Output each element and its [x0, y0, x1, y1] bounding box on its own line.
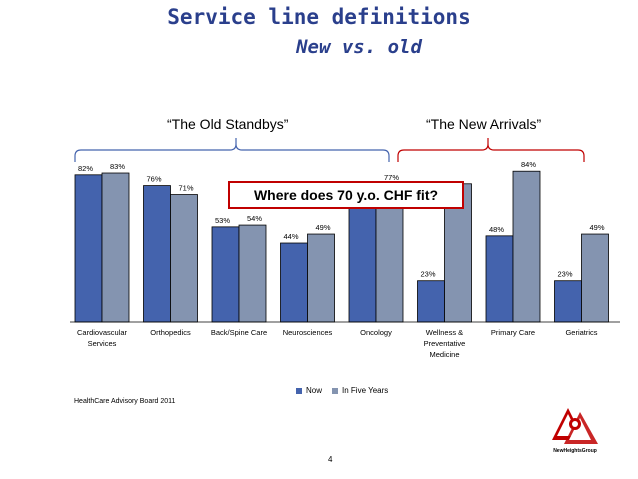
category-label-5-1: Preventative: [424, 339, 466, 348]
data-label-future-1: 71%: [178, 184, 193, 193]
data-label-future-0: 83%: [110, 162, 125, 171]
category-label-1-0: Orthopedics: [150, 328, 191, 337]
data-label-future-2: 54%: [247, 214, 262, 223]
chart-legend: Now In Five Years: [296, 386, 388, 395]
bar-future-1: [170, 194, 198, 323]
legend-swatch-now: [296, 387, 302, 394]
bar-now-2: [211, 226, 240, 323]
category-label-3-0: Neurosciences: [283, 328, 333, 337]
company-logo: NewHeightsGroup: [552, 408, 598, 454]
category-label-0-1: Services: [88, 339, 117, 348]
bar-now-1: [143, 185, 171, 323]
data-label-now-3: 44%: [283, 232, 298, 241]
data-label-future-7: 49%: [589, 223, 604, 232]
bar-future-3: [307, 233, 335, 323]
data-label-future-4: 77%: [384, 173, 399, 182]
category-label-5-0: Wellness &: [426, 328, 463, 337]
bar-now-7: [554, 280, 582, 323]
bar-future-2: [238, 224, 267, 323]
bar-now-5: [417, 280, 445, 323]
bar-now-0: [74, 174, 103, 323]
brace-group: [74, 138, 585, 162]
legend-label-now: Now: [306, 386, 323, 395]
data-label-now-6: 48%: [489, 225, 504, 234]
category-label-0-0: Cardiovascular: [77, 328, 128, 337]
new-arrivals-brace: [397, 138, 585, 162]
bar-future-6: [512, 170, 541, 323]
source-note: HealthCare Advisory Board 2011: [74, 398, 176, 405]
slide-subtitle: New vs. old: [296, 36, 422, 58]
category-label-2-0: Back/Spine Care: [211, 328, 267, 337]
data-label-now-2: 53%: [215, 216, 230, 225]
data-label-now-7: 23%: [557, 270, 572, 279]
data-label-future-6: 84%: [521, 160, 536, 169]
plot-area: 82% 83% Cardiovascular Services 76% 71% Orthop…: [70, 160, 620, 359]
slide-title: Service line definitions: [167, 5, 471, 29]
old-standbys-brace: [74, 138, 390, 162]
bar-now-6: [485, 235, 514, 323]
category-label-4-0: Oncology: [360, 328, 392, 337]
legend-swatch-future: [332, 387, 339, 394]
chf-callout: Where does 70 y.o. CHF fit?: [228, 181, 464, 209]
category-label-5-2: Medicine: [429, 350, 459, 359]
data-label-now-5: 23%: [420, 270, 435, 279]
category-label-6-0: Primary Care: [491, 328, 535, 337]
data-label-now-1: 76%: [146, 175, 161, 184]
data-label-now-0: 82%: [78, 164, 93, 173]
bar-now-3: [280, 242, 308, 323]
legend-label-future: In Five Years: [342, 386, 389, 395]
logo-wordmark: NewHeightsGroup: [553, 448, 597, 454]
old-standbys-label: “The Old Standbys”: [167, 116, 289, 132]
page-number: 4: [328, 455, 333, 464]
bar-future-7: [581, 233, 609, 323]
category-label-7-0: Geriatrics: [565, 328, 597, 337]
data-label-future-3: 49%: [315, 223, 330, 232]
new-arrivals-label: “The New Arrivals”: [426, 116, 542, 132]
bar-future-0: [101, 172, 130, 323]
